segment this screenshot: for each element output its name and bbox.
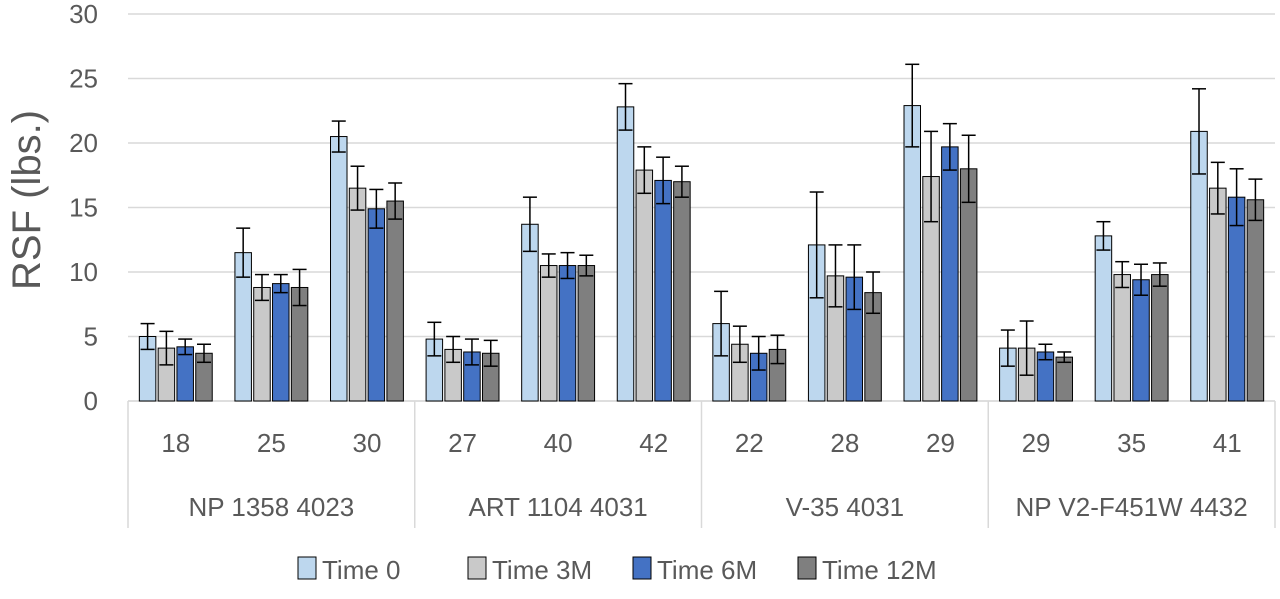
- bar: [1246, 199, 1265, 402]
- label-layer: 0 5 10 15 20 25 30 18 25 30 NP 1358 4023 27 40 42 ART …: [69, 0, 1248, 522]
- group-label: V-35 4031: [786, 492, 905, 522]
- bar: [903, 105, 922, 402]
- bar: [959, 168, 978, 402]
- y-axis-title: RSF (lbs.): [5, 110, 49, 290]
- bar: [635, 169, 654, 402]
- bar: [253, 286, 271, 402]
- error-layer: [140, 63, 1263, 376]
- bar: [654, 179, 672, 402]
- bar: [1132, 279, 1150, 402]
- x-tick-label: 30: [352, 428, 381, 458]
- x-tick-label: 29: [1022, 428, 1051, 458]
- legend-swatch: [297, 556, 317, 580]
- x-tick-label: 35: [1117, 428, 1146, 458]
- bar: [577, 265, 596, 402]
- bar: [941, 146, 959, 402]
- bar: [616, 106, 635, 402]
- x-tick-label: 29: [926, 428, 955, 458]
- bar: [1227, 196, 1246, 402]
- bar: [1113, 274, 1131, 402]
- bar: [1209, 187, 1227, 402]
- x-tick-label: 41: [1213, 428, 1242, 458]
- y-tick-label: 5: [84, 322, 98, 352]
- y-tick-label: 15: [69, 193, 98, 223]
- y-tick-label: 0: [84, 386, 98, 416]
- legend-label: Time 3M: [492, 555, 592, 585]
- group-label: ART 1104 4031: [468, 492, 647, 522]
- grid-layer: [128, 13, 1275, 402]
- legend: Time 0 Time 3M Time 6M Time 12M: [297, 555, 937, 585]
- legend-label: Time 6M: [657, 555, 757, 585]
- legend-label: Time 0: [322, 555, 401, 585]
- x-tick-label: 42: [639, 428, 668, 458]
- group-label: NP V2-F451W 4432: [1016, 492, 1248, 522]
- group-label: NP 1358 4023: [188, 492, 354, 522]
- x-tick-label: 22: [735, 428, 764, 458]
- y-tick-label: 20: [69, 128, 98, 158]
- legend-swatch: [632, 556, 652, 580]
- bar: [386, 200, 404, 402]
- bar-layer: [138, 105, 1265, 402]
- legend-swatch: [467, 556, 487, 580]
- y-tick-label: 25: [69, 64, 98, 94]
- bar: [1094, 235, 1113, 402]
- y-tick-label: 10: [69, 257, 98, 287]
- x-tick-label: 25: [257, 428, 286, 458]
- y-tick-label: 30: [69, 0, 98, 29]
- x-tick-label: 40: [544, 428, 573, 458]
- legend-swatch: [797, 556, 817, 580]
- x-tick-label: 28: [830, 428, 859, 458]
- bar: [367, 208, 386, 402]
- bar: [348, 187, 367, 402]
- bar: [1151, 274, 1169, 402]
- axis-layer: [127, 400, 1276, 528]
- x-tick-label: 27: [448, 428, 477, 458]
- x-tick-label: 18: [161, 428, 190, 458]
- bar: [558, 265, 577, 402]
- legend-label: Time 12M: [822, 555, 937, 585]
- bar: [539, 265, 558, 402]
- bar: [673, 181, 691, 402]
- bar: [1055, 356, 1073, 402]
- bar: [272, 283, 290, 402]
- bar: [330, 136, 348, 402]
